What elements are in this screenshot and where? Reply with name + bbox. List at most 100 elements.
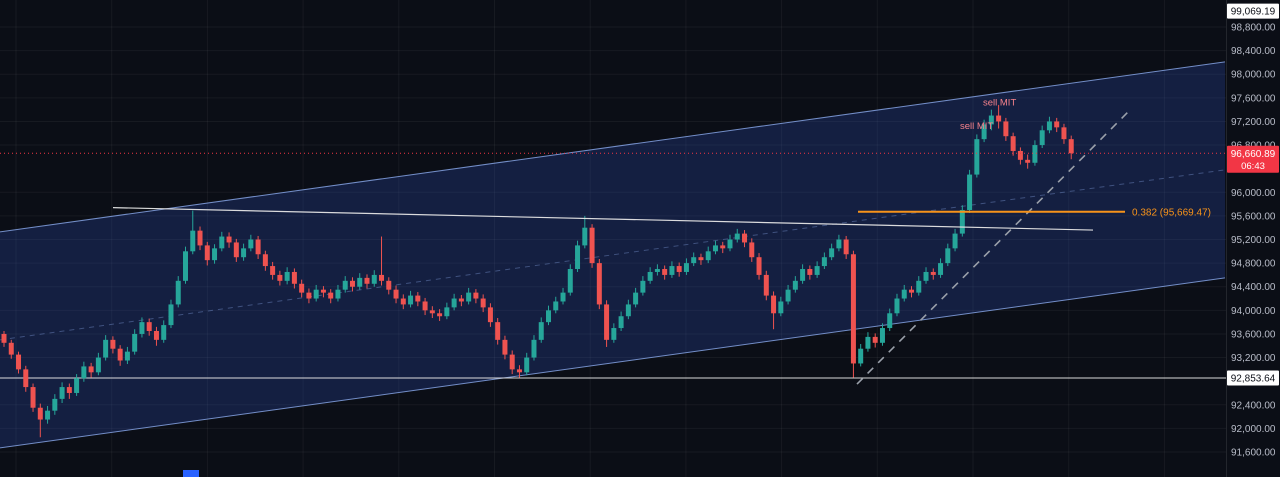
price-badge-level bbox=[1227, 3, 1279, 19]
candle-body bbox=[255, 239, 261, 255]
price-tick-label: 92,000.00 bbox=[1231, 424, 1276, 435]
price-tick-label: 95,600.00 bbox=[1231, 211, 1276, 222]
candle-body bbox=[23, 369, 29, 388]
channel-median-line[interactable] bbox=[0, 169, 1226, 341]
svg-text:sell MIT: sell MIT bbox=[960, 121, 993, 132]
candle-body bbox=[756, 257, 762, 275]
candle-body bbox=[168, 304, 174, 326]
candle-body bbox=[821, 257, 827, 267]
candle-body bbox=[473, 292, 479, 299]
candle-body bbox=[974, 139, 980, 175]
price-tick-label: 91,600.00 bbox=[1231, 448, 1276, 459]
candle-body bbox=[909, 289, 914, 293]
candle-body bbox=[865, 336, 871, 349]
candle-body bbox=[683, 263, 689, 272]
current-price-label: 96,660.89 bbox=[1231, 149, 1276, 160]
candle-body bbox=[850, 254, 856, 364]
white-trendline[interactable] bbox=[112, 207, 1094, 231]
candle-body bbox=[306, 292, 312, 299]
channel-top-line[interactable] bbox=[0, 61, 1226, 233]
candle-body bbox=[575, 245, 581, 270]
candle-body bbox=[219, 236, 225, 249]
candle-body bbox=[669, 266, 675, 275]
price-axis-background bbox=[1226, 0, 1280, 477]
candle-body bbox=[894, 298, 900, 314]
candle-body bbox=[567, 269, 573, 293]
candle-body bbox=[676, 266, 682, 272]
price-tick-label: 94,800.00 bbox=[1231, 259, 1276, 270]
candle-body bbox=[110, 339, 116, 349]
price-tick-label: 97,600.00 bbox=[1231, 93, 1276, 104]
price-tick-label: 93,200.00 bbox=[1231, 353, 1276, 364]
candle-body bbox=[124, 351, 130, 361]
candle-body bbox=[712, 245, 718, 252]
price-tick-label: 98,400.00 bbox=[1231, 46, 1276, 57]
price-tick-label: 98,000.00 bbox=[1231, 70, 1276, 81]
candle-body bbox=[705, 251, 711, 261]
price-badge-level-label: 92,853.64 bbox=[1231, 374, 1276, 385]
candle-body bbox=[502, 339, 508, 355]
channel-drawing[interactable] bbox=[0, 61, 1226, 449]
sell-mit-label[interactable]: sell MIT bbox=[983, 98, 1016, 109]
candle-body bbox=[625, 304, 631, 317]
candle-body bbox=[415, 295, 421, 302]
candle-body bbox=[1025, 159, 1031, 163]
candle-body bbox=[16, 354, 22, 370]
candle-body bbox=[451, 298, 457, 308]
candle-body bbox=[582, 227, 588, 246]
candle-body bbox=[277, 274, 283, 281]
candle-body bbox=[1046, 121, 1052, 131]
candle-body bbox=[785, 289, 791, 302]
candle-body bbox=[262, 254, 268, 267]
dashed-trendline[interactable] bbox=[856, 111, 1129, 385]
candle-body bbox=[59, 387, 65, 399]
candle-body bbox=[1068, 139, 1074, 154]
candle-body bbox=[546, 310, 551, 323]
candle-body bbox=[37, 407, 43, 420]
candle-body bbox=[938, 263, 944, 275]
candle-body bbox=[509, 354, 515, 370]
candle-body bbox=[807, 269, 813, 275]
candle-body bbox=[829, 248, 835, 258]
price-badge-level bbox=[1227, 370, 1279, 386]
candle-body bbox=[988, 115, 994, 125]
channel-bottom-line[interactable] bbox=[0, 277, 1226, 449]
price-axis[interactable]: 98,800.00 98,400.00 98,000.00 97,600.00 97,2… bbox=[1226, 0, 1280, 477]
sell-mit-label[interactable]: sell MIT bbox=[960, 121, 993, 132]
candle-body bbox=[952, 233, 958, 249]
candle-body bbox=[74, 378, 80, 393]
candle-body bbox=[742, 233, 748, 243]
grid-layer bbox=[0, 0, 1226, 477]
candle-body bbox=[858, 348, 864, 364]
candle-body bbox=[349, 280, 355, 287]
candle-body bbox=[633, 292, 639, 305]
candle-body bbox=[930, 271, 936, 275]
candle-body bbox=[524, 357, 530, 373]
candle-body bbox=[364, 277, 370, 284]
candle-body bbox=[371, 274, 377, 284]
candle-body bbox=[691, 257, 697, 264]
candles-layer[interactable] bbox=[1, 104, 1074, 438]
fib-retracement-line[interactable]: 0.382 (95,669.47) bbox=[858, 207, 1211, 218]
candle-body bbox=[654, 269, 660, 272]
candle-body bbox=[233, 242, 239, 258]
candle-body bbox=[103, 339, 109, 358]
candle-body bbox=[531, 339, 537, 358]
candle-body bbox=[81, 366, 87, 379]
candle-body bbox=[1, 333, 7, 343]
candle-body bbox=[335, 289, 341, 299]
candle-body bbox=[299, 283, 305, 293]
candle-body bbox=[313, 289, 319, 299]
candle-body bbox=[466, 292, 472, 302]
candle-body bbox=[792, 280, 798, 290]
time-axis-marker[interactable] bbox=[183, 470, 199, 477]
candle-body bbox=[88, 366, 94, 373]
candle-body bbox=[146, 322, 152, 331]
candle-body bbox=[52, 398, 58, 411]
candle-body bbox=[1061, 127, 1067, 140]
price-tick-label: 93,600.00 bbox=[1231, 329, 1276, 340]
candle-body bbox=[320, 289, 326, 293]
